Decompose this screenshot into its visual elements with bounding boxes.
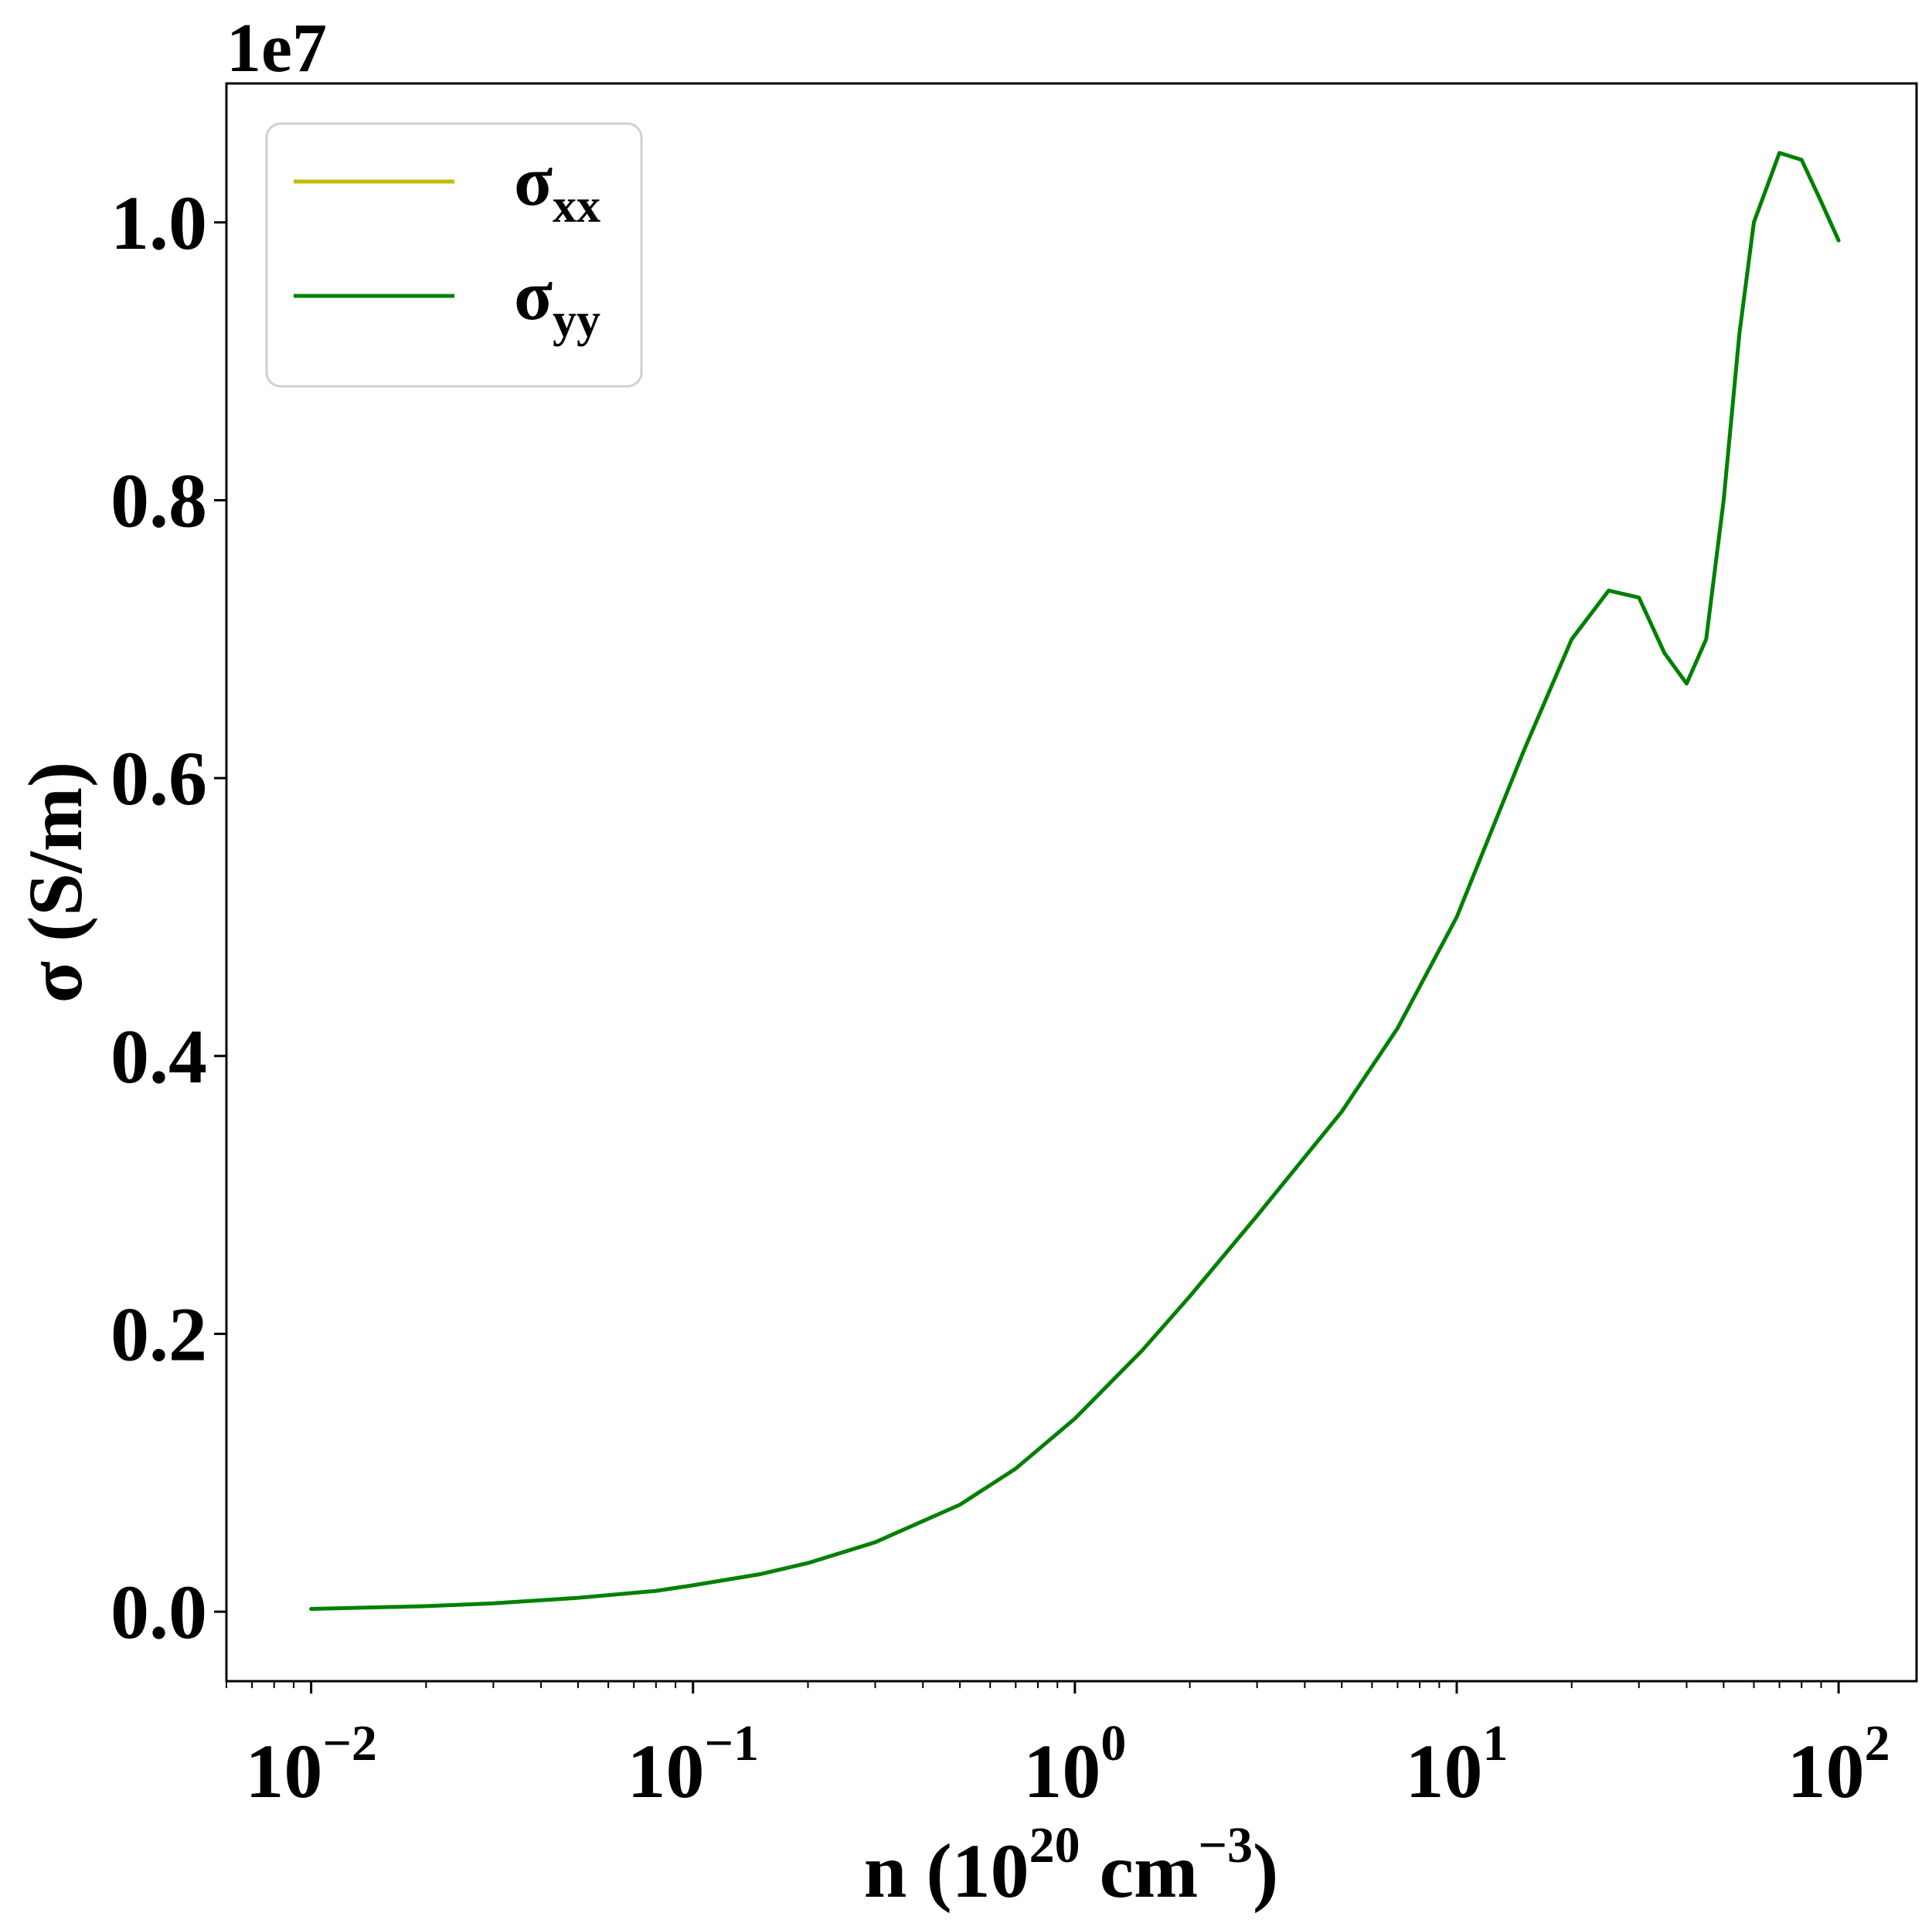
x-tick-label-base: 10 [245, 1728, 322, 1814]
series-line-yy [309, 151, 1841, 1611]
x-tick-label-base: 10 [1406, 1728, 1483, 1814]
x-tick-label: 101 [1406, 1715, 1509, 1814]
legend-label-sigma-yy-base: σ [514, 256, 553, 335]
x-tick-label: 102 [1787, 1715, 1890, 1814]
x-axis-label-sup2: −3 [1198, 1817, 1253, 1874]
legend-label-sigma-yy: σyy [514, 256, 600, 347]
x-tick-label-base: 10 [1787, 1728, 1865, 1814]
x-tick-label-exponent: −1 [704, 1715, 759, 1772]
y-tick-label: 1.0 [111, 180, 207, 266]
y-axis-label: σ (S/m) [12, 762, 98, 1004]
x-tick-label: 10−1 [627, 1715, 759, 1814]
x-axis-ticks: 10−2 10−1 100 101 102 [226, 1681, 1890, 1814]
legend-box [265, 122, 643, 388]
y-tick-label: 0.4 [111, 1014, 207, 1099]
y-tick-label: 0.0 [111, 1569, 207, 1655]
x-tick-label-base: 10 [1023, 1728, 1100, 1814]
series-layer [309, 151, 1841, 1611]
legend-label-sigma-xx-sub: xx [553, 180, 600, 233]
legend-label-sigma-yy-sub: yy [553, 294, 600, 347]
y-tick-label: 0.6 [111, 736, 207, 821]
x-tick-label-exponent: 2 [1865, 1715, 1890, 1772]
y-axis-ticks: 0.0 0.2 0.4 0.6 0.8 1.0 [111, 180, 226, 1655]
x-tick-label-exponent: −2 [322, 1715, 377, 1772]
x-axis-label-mid: cm [1080, 1828, 1199, 1914]
x-axis-label: n (1020 cm−3) [864, 1817, 1279, 1914]
x-tick-label-exponent: 1 [1483, 1715, 1509, 1772]
x-tick-label: 10−2 [245, 1715, 377, 1814]
x-axis-label-sup1: 20 [1029, 1817, 1080, 1874]
legend-label-sigma-xx-base: σ [514, 141, 553, 220]
x-tick-label-exponent: 0 [1100, 1715, 1126, 1772]
plot-frame [225, 82, 1918, 1683]
x-axis-label-main: n (10 [864, 1828, 1029, 1914]
y-tick-label: 0.8 [111, 457, 207, 543]
y-tick-label: 0.2 [111, 1291, 207, 1377]
legend-label-sigma-xx: σxx [514, 141, 600, 233]
x-tick-label-base: 10 [627, 1728, 704, 1814]
legend: σxx σyy [265, 122, 643, 388]
x-tick-label: 100 [1023, 1715, 1126, 1814]
y-offset-label: 1e7 [226, 10, 327, 87]
x-axis-label-end: ) [1253, 1828, 1278, 1914]
